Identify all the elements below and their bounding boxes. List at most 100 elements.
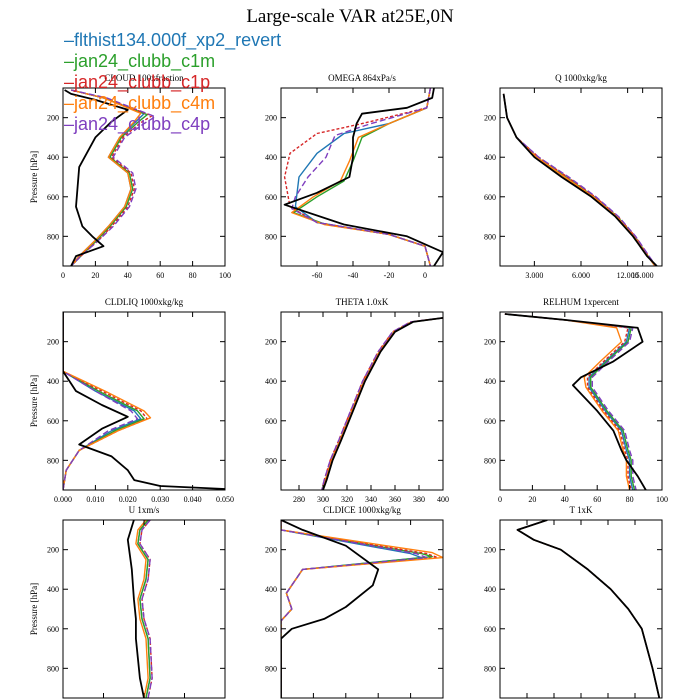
series-line bbox=[516, 520, 660, 698]
x-tick-label: 20 bbox=[91, 271, 99, 280]
x-tick-label: 40 bbox=[561, 495, 569, 504]
panel-series-group bbox=[516, 520, 661, 698]
y-tick-label: 200 bbox=[484, 338, 496, 347]
y-tick-label: 400 bbox=[265, 377, 277, 386]
series-line bbox=[504, 313, 636, 490]
panel-title: CLOUD 100xfraction bbox=[104, 73, 184, 83]
panel-frame bbox=[280, 87, 444, 267]
y-tick-label: 800 bbox=[265, 232, 277, 241]
series-line bbox=[322, 317, 443, 490]
series-line bbox=[281, 520, 423, 698]
x-tick-label: -20 bbox=[384, 271, 395, 280]
y-tick-label: 200 bbox=[265, 338, 277, 347]
x-tick-label: 0.000 bbox=[54, 495, 72, 504]
x-tick-label: 0.010 bbox=[86, 495, 104, 504]
series-line bbox=[502, 93, 657, 266]
y-axis-label: Pressure [hPa] bbox=[29, 151, 39, 203]
panel-series-group bbox=[283, 88, 443, 266]
y-tick-label: 800 bbox=[47, 232, 59, 241]
x-tick-label: 15.000 bbox=[632, 271, 654, 280]
y-tick-label: 400 bbox=[265, 153, 277, 162]
y-tick-label: 400 bbox=[47, 153, 59, 162]
panel-series-group bbox=[321, 317, 443, 490]
series-line bbox=[502, 93, 657, 266]
series-line bbox=[137, 520, 151, 698]
x-tick-label: 80 bbox=[189, 271, 197, 280]
x-tick-label: 60 bbox=[156, 271, 164, 280]
y-tick-label: 400 bbox=[484, 585, 496, 594]
x-tick-label: -40 bbox=[348, 271, 359, 280]
series-line bbox=[139, 520, 153, 698]
reference-line bbox=[126, 520, 145, 698]
y-tick-label: 800 bbox=[47, 664, 59, 673]
legend-dash: – bbox=[64, 30, 75, 50]
panel-frame bbox=[62, 87, 226, 267]
x-tick-label: 0 bbox=[61, 271, 65, 280]
panel-title: Q 1000xkg/kg bbox=[555, 73, 607, 83]
reference-line bbox=[502, 93, 658, 266]
y-tick-label: 600 bbox=[484, 193, 496, 202]
panel-frame bbox=[280, 311, 444, 491]
x-tick-label: 3.000 bbox=[525, 271, 543, 280]
y-tick-label: 600 bbox=[265, 193, 277, 202]
legend-item: – jan24_clubb_c1p bbox=[64, 72, 281, 93]
panel-series-group bbox=[502, 93, 658, 266]
x-tick-label: 0.050 bbox=[216, 495, 234, 504]
series-line bbox=[322, 317, 443, 490]
panel-frame bbox=[280, 519, 444, 699]
series-line bbox=[321, 317, 443, 490]
panel-series-group bbox=[126, 520, 153, 698]
legend-dash: – bbox=[64, 114, 75, 134]
series-line bbox=[321, 317, 443, 490]
legend-dash: – bbox=[64, 72, 75, 92]
panel-title: U 1xm/s bbox=[129, 505, 160, 515]
y-tick-label: 800 bbox=[484, 664, 496, 673]
x-tick-label: 0.040 bbox=[184, 495, 202, 504]
x-tick-label: 400 bbox=[437, 495, 449, 504]
panel-frame bbox=[499, 311, 663, 491]
reference-line bbox=[64, 89, 129, 266]
x-tick-label: 6.000 bbox=[572, 271, 590, 280]
series-line bbox=[516, 520, 660, 698]
series-line bbox=[504, 313, 632, 490]
x-tick-label: 100 bbox=[656, 495, 668, 504]
legend-item: – flthist134.000f_xp2_revert bbox=[64, 30, 281, 51]
x-tick-label: 0.030 bbox=[151, 495, 169, 504]
series-line bbox=[504, 313, 637, 490]
series-line bbox=[516, 520, 660, 698]
reference-line bbox=[504, 313, 647, 490]
series-line bbox=[322, 317, 443, 490]
panel-title: CLDLIQ 1000xkg/kg bbox=[105, 297, 184, 307]
y-tick-label: 800 bbox=[265, 456, 277, 465]
x-tick-label: 340 bbox=[365, 495, 377, 504]
series-line bbox=[502, 93, 656, 266]
x-tick-label: 0.020 bbox=[119, 495, 137, 504]
y-tick-label: 600 bbox=[47, 193, 59, 202]
y-tick-label: 800 bbox=[484, 232, 496, 241]
y-tick-label: 200 bbox=[47, 338, 59, 347]
legend-item: – jan24_clubb_c4p bbox=[64, 114, 281, 135]
panel-frame bbox=[62, 311, 226, 491]
y-tick-label: 600 bbox=[265, 417, 277, 426]
legend: – flthist134.000f_xp2_revert – jan24_clu… bbox=[64, 30, 281, 135]
series-line bbox=[504, 313, 634, 490]
panel-title: CLDICE 1000xkg/kg bbox=[323, 505, 401, 515]
legend-label: jan24_clubb_c4m bbox=[74, 93, 216, 113]
series-line bbox=[63, 312, 152, 490]
legend-item: – jan24_clubb_c1m bbox=[64, 51, 281, 72]
x-tick-label: 0 bbox=[498, 495, 502, 504]
legend-label: jan24_clubb_c4p bbox=[74, 114, 211, 134]
legend-label: jan24_clubb_c1m bbox=[74, 51, 216, 71]
x-tick-label: 20 bbox=[528, 495, 536, 504]
x-tick-label: 380 bbox=[413, 495, 425, 504]
legend-label: jan24_clubb_c1p bbox=[74, 72, 211, 92]
x-tick-label: 80 bbox=[626, 495, 634, 504]
y-tick-label: 800 bbox=[265, 664, 277, 673]
y-tick-label: 400 bbox=[47, 585, 59, 594]
series-line bbox=[281, 520, 428, 698]
panel-series-group bbox=[281, 520, 443, 698]
y-axis-label: Pressure [hPa] bbox=[29, 375, 39, 427]
y-tick-label: 600 bbox=[47, 625, 59, 634]
y-tick-label: 400 bbox=[47, 377, 59, 386]
